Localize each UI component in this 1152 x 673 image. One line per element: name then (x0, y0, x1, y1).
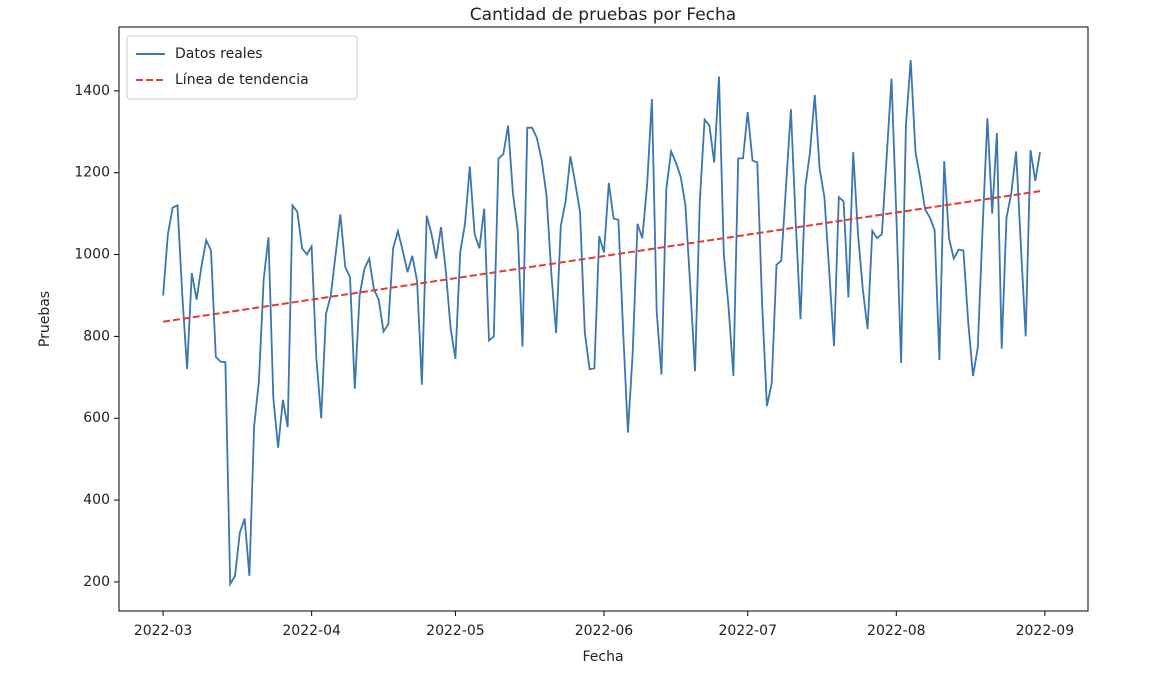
plot-area (118, 26, 1089, 612)
series-line (162, 60, 1041, 588)
y-tick-label: 1200 (74, 165, 110, 181)
x-tick-label: 2022-04 (282, 623, 341, 639)
x-tick-label: 2022-09 (1016, 623, 1075, 639)
legend-label: Línea de tendencia (175, 72, 309, 88)
x-tick-label: 2022-06 (575, 623, 634, 639)
x-tick-label: 2022-03 (134, 623, 193, 639)
y-tick-label: 200 (83, 574, 110, 590)
legend-box (126, 35, 358, 100)
legend-label: Datos reales (175, 46, 263, 62)
y-axis-label: Pruebas (37, 291, 53, 347)
chart-title: Cantidad de pruebas por Fecha (470, 5, 736, 25)
x-tick-label: 2022-05 (426, 623, 485, 639)
series-line (162, 190, 1041, 323)
x-tick-label: 2022-08 (867, 623, 926, 639)
y-tick-label: 1400 (74, 83, 110, 99)
y-tick-label: 600 (83, 410, 110, 426)
y-tick-label: 400 (83, 492, 110, 508)
x-tick-label: 2022-07 (718, 623, 777, 639)
y-tick-label: 1000 (74, 247, 110, 263)
x-axis-label: Fecha (582, 649, 623, 665)
y-tick-label: 800 (83, 328, 110, 344)
